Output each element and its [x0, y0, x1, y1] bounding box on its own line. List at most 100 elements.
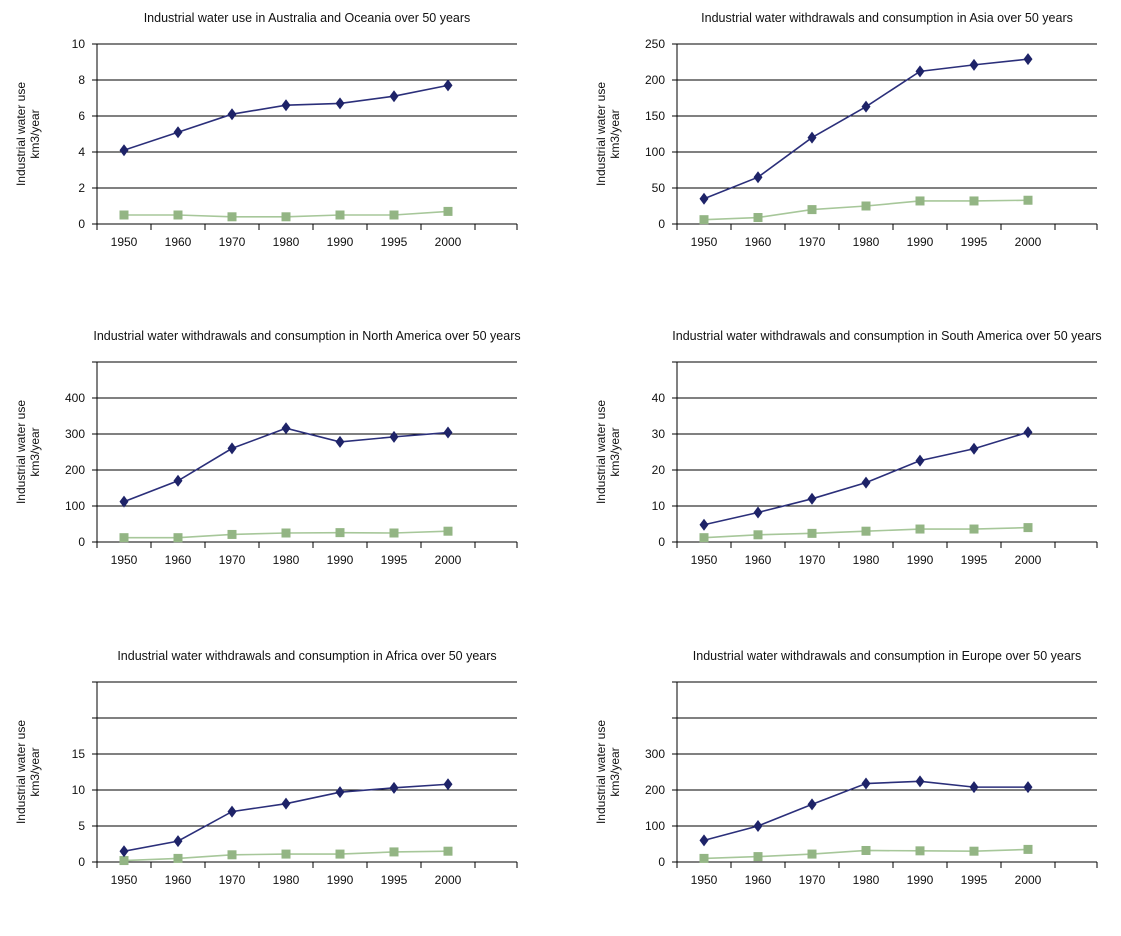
y-tick-label: 300 [65, 427, 85, 441]
data-point-square [753, 530, 763, 540]
data-point-diamond [335, 435, 345, 448]
data-point-square [915, 846, 925, 856]
series-line-withdrawals [123, 84, 449, 151]
chart-panel-north-america: Industrial water withdrawals and consump… [0, 318, 560, 616]
y-axis-label-line: km3/year [28, 747, 42, 796]
x-tick-label: 1960 [745, 873, 772, 887]
y-axis-label: Industrial water usekm3/year [14, 82, 42, 186]
data-point-diamond [1023, 53, 1033, 66]
data-point-square [443, 526, 453, 536]
x-tick-label: 2000 [435, 873, 462, 887]
x-tick-label: 1970 [219, 553, 246, 567]
x-tick-label: 2000 [1015, 873, 1042, 887]
y-tick-label: 0 [78, 855, 85, 869]
x-tick-label: 1980 [273, 235, 300, 249]
data-point-square [1023, 523, 1033, 533]
chart-svg: Industrial water withdrawals and consump… [594, 329, 1102, 567]
data-point-diamond [173, 474, 183, 487]
data-point-square [1023, 844, 1033, 854]
x-tick-label: 1990 [327, 235, 354, 249]
y-tick-label: 30 [652, 427, 666, 441]
chart-panel-australia-oceania: Industrial water use in Australia and Oc… [0, 0, 560, 298]
data-point-diamond [119, 845, 129, 858]
data-point-diamond [389, 781, 399, 794]
y-tick-label: 10 [652, 499, 666, 513]
data-point-square [699, 533, 709, 543]
y-axis-label-line: km3/year [608, 109, 622, 158]
x-tick-label: 1990 [327, 553, 354, 567]
y-tick-label: 100 [65, 499, 85, 513]
data-point-square [443, 206, 453, 216]
data-point-diamond [915, 65, 925, 78]
y-tick-label: 0 [658, 217, 665, 231]
x-tick-label: 1960 [165, 873, 192, 887]
data-point-diamond [753, 506, 763, 519]
data-point-diamond [119, 495, 129, 508]
x-tick-label: 2000 [435, 553, 462, 567]
data-point-diamond [753, 171, 763, 184]
y-tick-label: 4 [78, 145, 85, 159]
data-point-diamond [335, 786, 345, 799]
x-tick-label: 1990 [907, 553, 934, 567]
x-tick-label: 1980 [273, 873, 300, 887]
y-axis-label-line: Industrial water use [14, 400, 28, 504]
x-tick-label: 1980 [853, 235, 880, 249]
y-axis-label: Industrial water usekm3/year [594, 720, 622, 824]
x-tick-label: 1950 [111, 873, 138, 887]
y-tick-label: 250 [645, 37, 665, 51]
data-point-diamond [227, 442, 237, 455]
data-point-square [753, 213, 763, 223]
y-tick-label: 0 [78, 217, 85, 231]
data-point-diamond [861, 777, 871, 790]
y-tick-label: 10 [72, 783, 86, 797]
data-point-square [389, 210, 399, 220]
x-tick-label: 1960 [745, 553, 772, 567]
data-point-diamond [119, 144, 129, 157]
chart-title: Industrial water withdrawals and consump… [93, 329, 520, 343]
data-point-square [699, 215, 709, 225]
chart-panel-africa: Industrial water withdrawals and consump… [0, 638, 560, 936]
data-point-square [753, 852, 763, 862]
series-line-withdrawals [123, 427, 449, 503]
data-point-diamond [753, 820, 763, 832]
chart-title: Industrial water withdrawals and consump… [693, 649, 1081, 663]
y-axis-label-line: km3/year [608, 747, 622, 796]
data-point-square [119, 533, 129, 543]
x-tick-label: 1960 [165, 553, 192, 567]
data-point-diamond [173, 835, 183, 848]
data-point-square [807, 205, 817, 215]
data-point-diamond [915, 775, 925, 788]
series-line-withdrawals [123, 783, 449, 852]
x-tick-label: 1990 [327, 873, 354, 887]
x-tick-label: 1995 [961, 553, 988, 567]
y-tick-label: 200 [65, 463, 85, 477]
data-point-square [969, 524, 979, 534]
y-axis-label-line: km3/year [608, 427, 622, 476]
data-point-diamond [969, 781, 979, 794]
y-tick-label: 10 [72, 37, 86, 51]
y-tick-label: 200 [645, 783, 665, 797]
data-point-square [915, 196, 925, 206]
data-point-square [227, 212, 237, 222]
y-tick-label: 50 [652, 181, 666, 195]
data-point-square [173, 210, 183, 220]
y-tick-label: 8 [78, 73, 85, 87]
y-axis-label-line: Industrial water use [594, 82, 608, 186]
y-axis-label-line: km3/year [28, 109, 42, 158]
x-tick-label: 1950 [691, 873, 718, 887]
y-axis-label: Industrial water usekm3/year [594, 400, 622, 504]
y-axis-label-line: Industrial water use [14, 82, 28, 186]
y-tick-label: 20 [652, 463, 666, 477]
x-tick-label: 1995 [961, 235, 988, 249]
y-tick-label: 0 [658, 855, 665, 869]
data-point-diamond [807, 131, 817, 144]
y-axis-label: Industrial water usekm3/year [14, 720, 42, 824]
data-point-square [861, 526, 871, 536]
data-point-square [119, 210, 129, 220]
data-point-square [281, 212, 291, 222]
data-point-square [389, 847, 399, 857]
data-point-square [335, 849, 345, 859]
y-tick-label: 40 [652, 391, 666, 405]
data-point-square [443, 846, 453, 856]
data-point-diamond [861, 100, 871, 113]
